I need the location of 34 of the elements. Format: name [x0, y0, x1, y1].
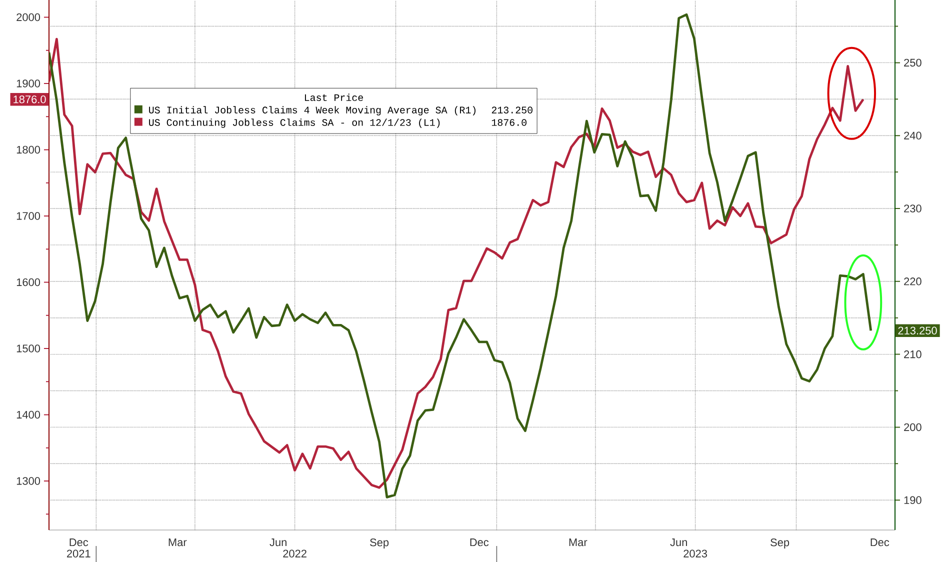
x-tick-label: Jun — [670, 538, 687, 546]
legend-label: US Continuing Jobless Claims SA - on 12/1/23 (L1) — [149, 118, 440, 128]
y2-tick-label: 240 — [904, 132, 922, 140]
x-tick-label: Dec — [70, 538, 88, 546]
x-tick-label: Sep — [770, 538, 790, 548]
y2-tick-label: 250 — [904, 58, 922, 67]
y-tick-label: 2000 — [16, 13, 40, 22]
x-tick-label: Dec — [470, 538, 489, 546]
legend-label: US Initial Jobless Claims 4 Week Moving Average SA (R1) — [149, 106, 476, 116]
x-tick-label: Jun — [270, 538, 286, 546]
x-tick-label: Dec — [870, 538, 890, 546]
x-tick-label: Sep — [370, 538, 389, 548]
x2-tick-label: 2023 — [684, 550, 708, 558]
x2-tick-label: 2021 — [66, 550, 90, 558]
y-tick-label: 1800 — [16, 146, 40, 154]
y2-tick-label: 190 — [904, 496, 922, 504]
text: 213.250 — [898, 326, 937, 334]
text: 1876.0 — [14, 96, 46, 104]
x-tick-label: Mar — [168, 538, 187, 546]
x2-tick-label: 2022 — [283, 550, 306, 558]
y2-tick-label: 220 — [904, 278, 922, 286]
y-tick-label: 1900 — [16, 80, 40, 88]
y-tick-label: 1400 — [16, 410, 40, 419]
y2-tick-label: 200 — [904, 423, 922, 432]
y-tick-label: 1300 — [16, 477, 40, 485]
annotation: 213.250 — [492, 106, 532, 114]
y-tick-label: 1600 — [16, 278, 40, 286]
annotation: 1876.0 — [492, 119, 526, 126]
legend-title: Last Price — [305, 94, 363, 101]
x-tick-label: Mar — [569, 538, 588, 546]
y-tick-label: 1500 — [16, 344, 40, 352]
y2-tick-label: 230 — [904, 204, 922, 212]
y-tick-label: 1700 — [16, 212, 40, 220]
y2-tick-label: 210 — [904, 350, 922, 358]
